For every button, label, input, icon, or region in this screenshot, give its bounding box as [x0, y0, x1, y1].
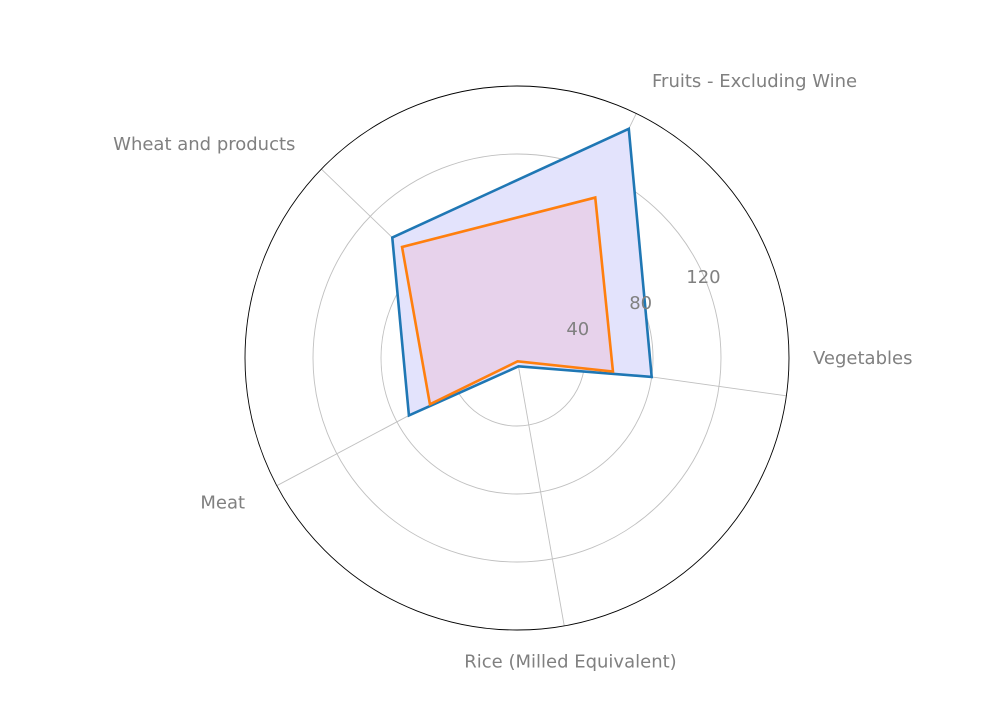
radial-ticks: 40 80 120: [566, 267, 720, 340]
rtick-label-2: 120: [686, 267, 720, 288]
series-0-line: [390, 126, 654, 418]
rtick-label-1: 80: [629, 293, 652, 314]
series-1-area: [402, 197, 613, 405]
grid-ring-2: [312, 153, 722, 563]
outer-frame: [244, 85, 790, 631]
category-label-4: Rice (Milled Equivalent): [464, 651, 676, 672]
category-label-0: Vegetables: [813, 348, 912, 369]
category-label-1: Fruits - Excluding Wine: [652, 71, 857, 92]
series-layer: [390, 126, 654, 418]
series-1-line: [400, 195, 615, 407]
category-label-3: Meat: [200, 493, 245, 514]
category-label-2: Wheat and products: [113, 134, 295, 155]
category-labels: Vegetables Fruits - Excluding Wine Wheat a…: [113, 71, 912, 672]
outer-ring: [244, 85, 790, 631]
rtick-label-0: 40: [566, 319, 589, 340]
spoke-4: [516, 357, 565, 626]
